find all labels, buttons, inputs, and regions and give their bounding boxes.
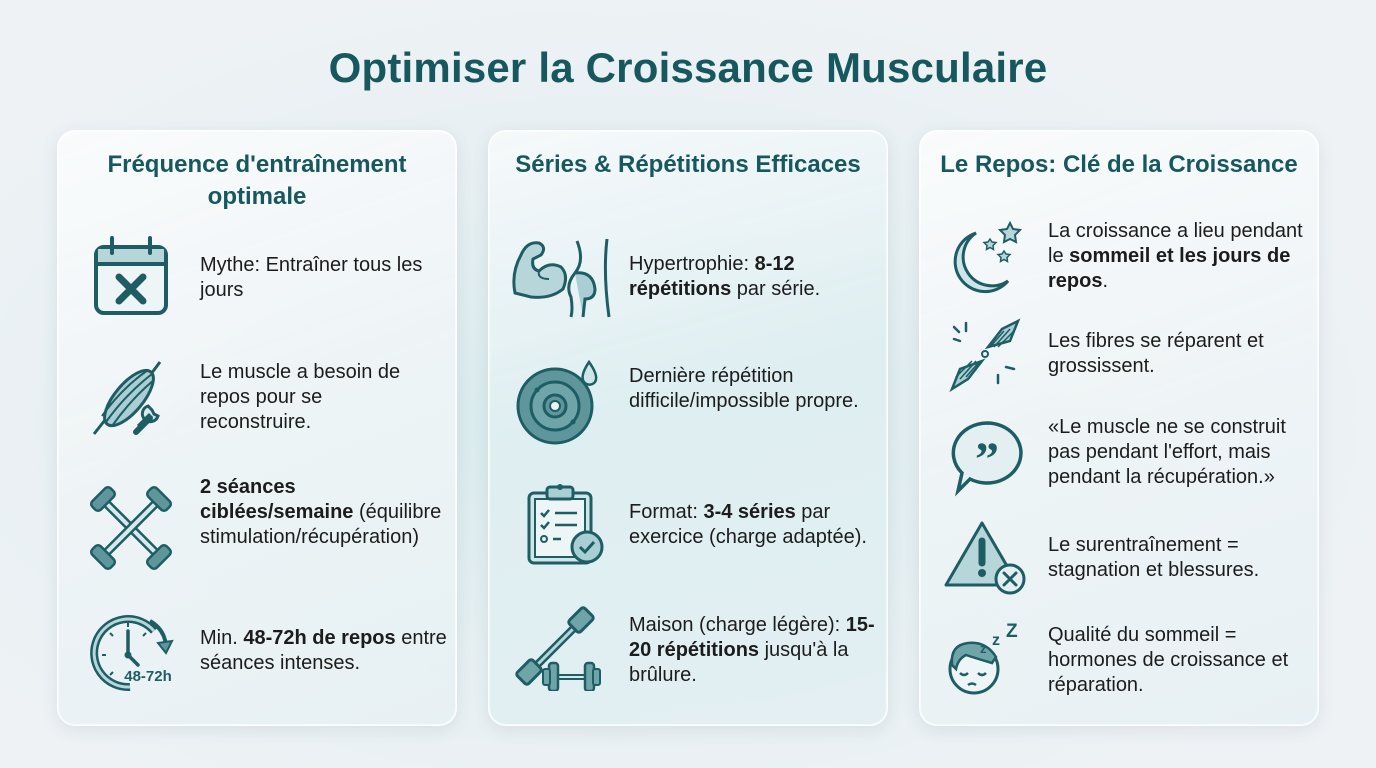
- card-rest: Le Repos: Clé de la Croissance La croiss…: [919, 130, 1319, 726]
- quote-bubble-icon: ”: [948, 419, 1026, 497]
- item-text: La croissance a lieu pendant le sommeil …: [1048, 220, 1303, 292]
- svg-text:z: z: [980, 641, 987, 656]
- card-sets-reps: Séries & Répétitions Efficaces Hypertrop…: [488, 130, 888, 726]
- item-text: Min. 48-72h de repos entre séances inten…: [200, 627, 447, 674]
- item-text: Le surentraînement = stagnation et bless…: [1048, 534, 1260, 581]
- resistance-band-dumbbell-icon: [515, 605, 607, 693]
- card-frequency: Fréquence d'entraînement optimale Mythe:…: [57, 130, 457, 726]
- warning-x-icon: [944, 519, 1028, 595]
- page-title: Optimiser la Croissance Musculaire: [328, 44, 1048, 91]
- muscle-fiber-repair-icon: [946, 317, 1026, 393]
- card-title: Fréquence d'entraînement optimale: [107, 151, 407, 210]
- item-text: «Le muscle ne se construit pas pendant l…: [1048, 416, 1286, 488]
- muscle-wrench-icon: [86, 356, 172, 442]
- svg-text:”: ”: [975, 433, 999, 486]
- svg-text:48-72h: 48-72h: [124, 668, 172, 685]
- calendar-x-icon: [88, 233, 174, 319]
- item-text: Mythe: Entraîner tous les jours: [200, 254, 423, 301]
- weight-plate-sweat-icon: [515, 359, 601, 446]
- item-text: 2 séances ciblées/semaine (équilibre sti…: [200, 476, 442, 548]
- item-text: Qualité du sommeil = hormones de croissa…: [1048, 624, 1289, 696]
- item-text: Le muscle a besoin de repos pour se reco…: [200, 361, 401, 433]
- item-text: Hypertrophie: 8-12 répétitions par série…: [629, 253, 821, 300]
- bicep-glute-icon: [511, 233, 615, 319]
- item-text: Dernière répétition difficile/impossible…: [629, 365, 859, 412]
- item-text: Les fibres se réparent et grossissent.: [1048, 330, 1264, 377]
- svg-text:Z: Z: [1006, 621, 1018, 642]
- moon-stars-icon: [946, 219, 1026, 299]
- card-title: Séries & Répétitions Efficaces: [515, 151, 861, 178]
- svg-text:z: z: [992, 632, 1000, 649]
- clipboard-check-icon: [525, 481, 611, 567]
- card-title: Le Repos: Clé de la Croissance: [940, 151, 1298, 178]
- item-text: Format: 3-4 séries par exercice (charge …: [629, 501, 867, 548]
- timer-48-72h-icon: 48-72h: [88, 609, 174, 695]
- item-text: Maison (charge légère): 15-20 répétition…: [629, 614, 875, 686]
- crossed-dumbbells-icon: [88, 485, 174, 571]
